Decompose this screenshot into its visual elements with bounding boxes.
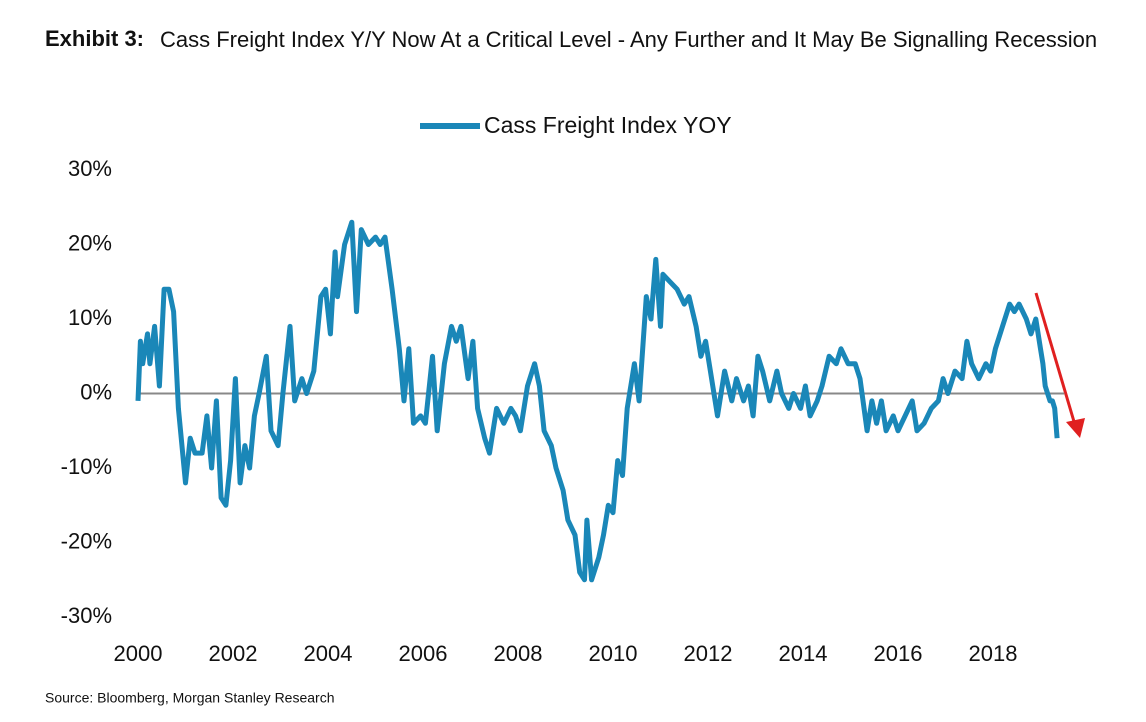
x-tick-label: 2012 — [684, 641, 733, 666]
y-tick-label: 10% — [68, 305, 112, 330]
source: Source: Bloomberg, Morgan Stanley Resear… — [45, 690, 334, 706]
x-tick-label: 2014 — [779, 641, 828, 666]
x-tick-label: 2000 — [114, 641, 163, 666]
exhibit-label: Exhibit 3: — [45, 26, 144, 51]
y-tick-label: -30% — [61, 603, 112, 628]
legend-label: Cass Freight Index YOY — [484, 112, 732, 138]
title-box: Cass Freight Index Y/Y Now At a Critical… — [160, 27, 1098, 52]
y-tick-label: 30% — [68, 156, 112, 181]
y-tick-label: -20% — [61, 528, 112, 553]
x-tick-label: 2008 — [494, 641, 543, 666]
x-tick-label: 2018 — [969, 641, 1018, 666]
x-tick-label: 2002 — [209, 641, 258, 666]
y-tick-label: 20% — [68, 230, 112, 255]
y-tick-label: -10% — [61, 454, 112, 479]
x-tick-label: 2006 — [399, 641, 448, 666]
arrow-head — [1066, 418, 1085, 438]
trend-arrow — [1034, 292, 1077, 426]
x-tick-label: 2016 — [874, 641, 923, 666]
chart-title: Cass Freight Index Y/Y Now At a Critical… — [160, 27, 1098, 52]
x-tick-label: 2010 — [589, 641, 638, 666]
y-tick-label: 0% — [80, 379, 112, 404]
x-tick-label: 2004 — [304, 641, 353, 666]
series-line — [135, 219, 1060, 583]
